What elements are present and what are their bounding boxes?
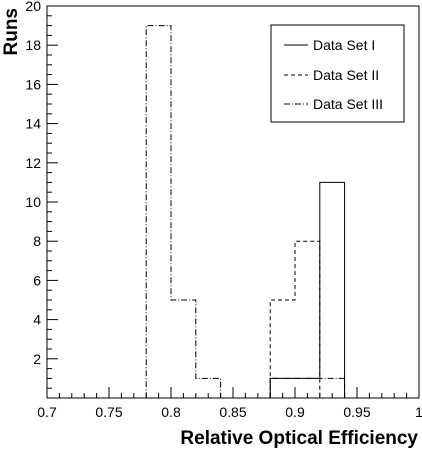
x-tick-label: 0.8 xyxy=(161,404,181,420)
legend: Data Set I Data Set II Data Set III xyxy=(270,24,405,123)
y-tick-label: 16 xyxy=(25,76,41,92)
x-tick-label: 0.85 xyxy=(219,404,246,420)
x-axis-title: Relative Optical Efficiency xyxy=(180,428,418,449)
x-axis-ticks: 0.7 0.75 0.8 0.85 0.9 0.95 1 xyxy=(37,387,422,420)
y-axis-ticks: 2 4 6 8 10 12 14 16 18 20 xyxy=(25,0,58,389)
series-data-set-ii xyxy=(47,240,419,399)
y-tick-label: 4 xyxy=(33,312,41,328)
y-tick-label: 18 xyxy=(25,37,41,53)
y-tick-label: 6 xyxy=(33,272,41,288)
y-tick-label: 8 xyxy=(33,233,41,249)
legend-label-data-set-i: Data Set I xyxy=(313,37,375,53)
x-tick-label: 0.95 xyxy=(343,404,370,420)
x-tick-label: 0.75 xyxy=(95,404,122,420)
y-tick-label: 14 xyxy=(25,116,41,132)
x-tick-label: 1 xyxy=(415,404,422,420)
y-axis-title: Runs xyxy=(1,8,22,56)
legend-label-data-set-ii: Data Set II xyxy=(313,67,379,83)
x-tick-label: 0.7 xyxy=(37,404,57,420)
legend-box xyxy=(270,24,405,123)
series-data-set-i xyxy=(47,181,419,399)
x-tick-label: 0.9 xyxy=(285,404,305,420)
histogram-series xyxy=(47,25,419,399)
legend-label-data-set-iii: Data Set III xyxy=(313,96,383,112)
y-tick-label: 12 xyxy=(25,155,41,171)
y-tick-label: 2 xyxy=(33,351,41,367)
series-data-set-iii xyxy=(47,25,419,399)
y-tick-label: 20 xyxy=(25,0,41,14)
y-tick-label: 10 xyxy=(25,194,41,210)
